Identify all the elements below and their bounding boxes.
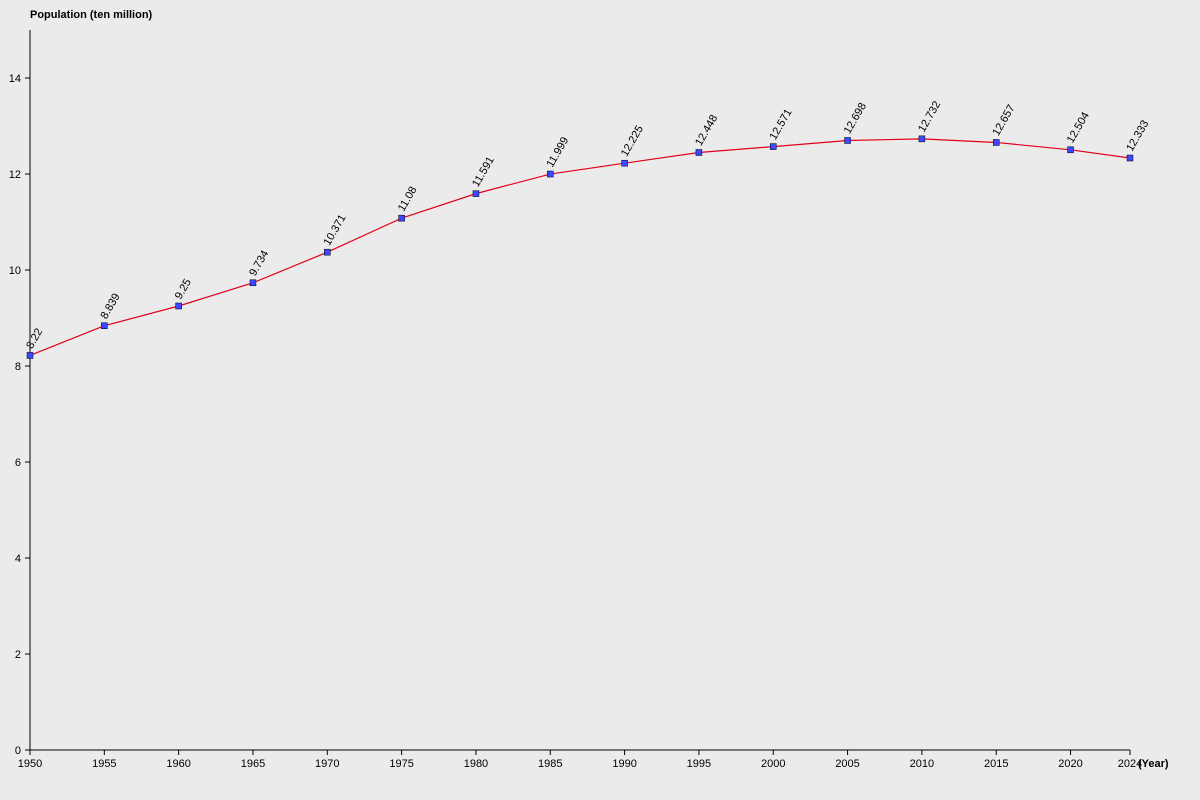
data-point-marker — [250, 280, 256, 286]
x-tick-label: 1985 — [538, 758, 562, 770]
population-line-chart: 1950 1955 1960 1965 1970 1975 1980 1985 1990 1995… — [0, 0, 1200, 800]
x-tick-label: 1970 — [315, 758, 339, 770]
data-point-marker — [622, 160, 628, 166]
data-point-marker — [770, 144, 776, 150]
data-point-label: 12.448 — [693, 113, 720, 148]
x-tick-label: 2000 — [761, 758, 785, 770]
y-ticks: 0 2 4 6 8 10 12 14 — [9, 73, 30, 757]
data-point-marker — [845, 137, 851, 143]
data-point-marker — [993, 139, 999, 145]
x-ticks: 1950 1955 1960 1965 1970 1975 1980 1985 1990 1995… — [18, 750, 1142, 770]
data-point-label: 9.25 — [173, 277, 194, 302]
data-point-label: 11.999 — [544, 135, 571, 169]
data-point-label: 8.22 — [24, 326, 45, 351]
data-point-label: 12.504 — [1065, 110, 1092, 145]
y-axis-title: Population (ten million) — [30, 9, 153, 21]
y-tick-label: 2 — [15, 649, 21, 661]
y-tick-label: 12 — [9, 169, 21, 181]
data-point-label: 12.657 — [990, 103, 1017, 138]
y-tick-label: 14 — [9, 73, 21, 85]
y-tick-label: 10 — [9, 265, 21, 277]
data-point-label: 11.591 — [470, 155, 497, 189]
data-point-marker — [27, 352, 33, 358]
data-point-label: 12.698 — [842, 101, 869, 136]
data-point-label: 8.839 — [99, 291, 123, 321]
data-point-label: 12.333 — [1124, 118, 1151, 153]
data-point-marker — [1068, 147, 1074, 153]
y-tick-label: 4 — [15, 553, 21, 565]
data-point-marker — [324, 249, 330, 255]
data-point-marker — [919, 136, 925, 142]
series-line — [30, 139, 1130, 356]
data-point-marker — [399, 215, 405, 221]
data-point-label: 12.732 — [916, 99, 943, 134]
x-tick-label: 1960 — [166, 758, 190, 770]
x-tick-label: 2005 — [835, 758, 859, 770]
data-point-marker — [101, 323, 107, 329]
x-tick-label: 1950 — [18, 758, 42, 770]
y-tick-label: 8 — [15, 361, 21, 373]
data-point-marker — [696, 149, 702, 155]
data-point-label: 12.571 — [767, 107, 794, 142]
x-tick-label: 1995 — [687, 758, 711, 770]
x-tick-label: 1965 — [241, 758, 265, 770]
x-tick-label: 1980 — [464, 758, 488, 770]
data-point-marker — [473, 191, 479, 197]
y-tick-label: 6 — [15, 457, 21, 469]
data-point-marker — [176, 303, 182, 309]
data-point-label: 11.08 — [396, 185, 420, 214]
data-point-label: 10.371 — [322, 213, 349, 248]
x-tick-label: 1990 — [612, 758, 636, 770]
x-tick-label: 1955 — [92, 758, 116, 770]
data-point-label: 9.734 — [247, 248, 271, 278]
x-tick-label: 2020 — [1058, 758, 1082, 770]
x-axis-title: (Year) — [1138, 758, 1169, 770]
x-tick-label: 2015 — [984, 758, 1008, 770]
data-point-marker — [1127, 155, 1133, 161]
data-point-marker — [547, 171, 553, 177]
x-tick-label: 2010 — [910, 758, 934, 770]
x-tick-label: 1975 — [389, 758, 413, 770]
point-labels: 8.22 8.839 9.25 9.734 10.371 11.08 11.591 11.99… — [24, 99, 1151, 351]
data-point-label: 12.225 — [619, 124, 646, 159]
axes — [30, 30, 1130, 750]
y-tick-label: 0 — [15, 745, 21, 757]
data-line — [30, 139, 1130, 356]
